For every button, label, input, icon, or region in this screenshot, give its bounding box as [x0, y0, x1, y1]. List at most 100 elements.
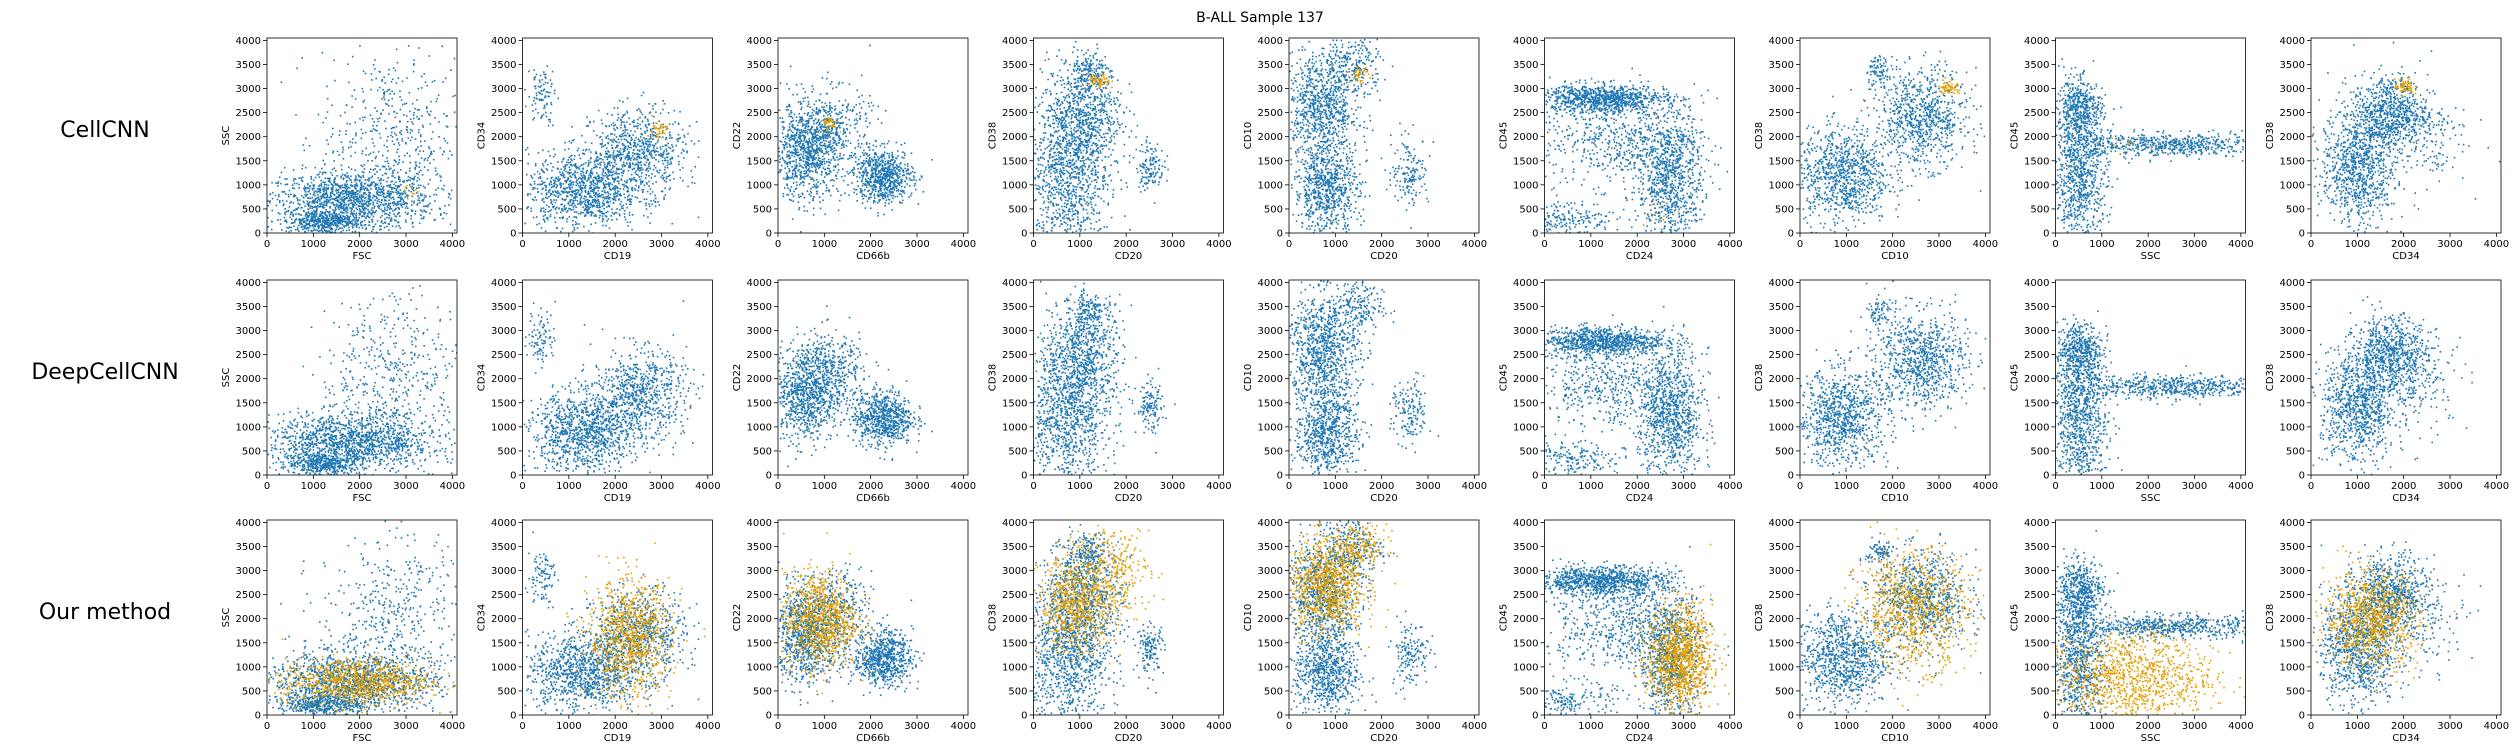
population-point: [557, 190, 559, 192]
population-point: [568, 203, 570, 205]
population-point: [613, 159, 615, 161]
population-point: [672, 172, 674, 174]
population-point: [386, 226, 388, 228]
population-point: [398, 225, 400, 227]
population-point: [622, 143, 624, 145]
population-point: [345, 207, 347, 209]
population-point: [796, 133, 798, 135]
population-point: [362, 150, 364, 152]
population-point: [424, 159, 426, 161]
population-point: [615, 185, 617, 187]
population-point: [551, 209, 553, 211]
population-point: [787, 136, 789, 138]
population-point: [615, 141, 617, 143]
population-point: [857, 185, 859, 187]
population-point: [386, 213, 388, 215]
population-point: [636, 170, 638, 172]
population-point: [391, 217, 393, 219]
population-point: [443, 151, 445, 153]
population-point: [586, 149, 588, 151]
population-point: [384, 218, 386, 220]
population-point: [395, 226, 397, 228]
population-point: [330, 136, 332, 138]
population-point: [535, 88, 537, 90]
population-point: [799, 116, 801, 118]
population-point: [626, 182, 628, 184]
population-point: [783, 127, 785, 129]
population-point: [384, 120, 386, 122]
population-point: [303, 201, 305, 203]
population-point: [380, 209, 382, 211]
population-point: [320, 211, 322, 213]
population-point: [793, 196, 795, 198]
population-point: [660, 177, 662, 179]
population-point: [328, 230, 330, 232]
population-point: [392, 202, 394, 204]
population-point: [577, 183, 579, 185]
population-point: [556, 227, 558, 229]
population-point: [364, 164, 366, 166]
population-point: [817, 159, 819, 161]
population-point: [640, 162, 642, 164]
population-point: [782, 144, 784, 146]
population-point: [406, 194, 408, 196]
population-point: [401, 192, 403, 194]
population-point: [665, 167, 667, 169]
population-point: [812, 148, 814, 150]
population-point: [649, 146, 651, 148]
population-point: [284, 212, 286, 214]
population-point: [325, 209, 327, 211]
population-point: [299, 221, 301, 223]
population-point: [627, 148, 629, 150]
population-point: [399, 121, 401, 123]
population-point: [560, 212, 562, 214]
population-point: [642, 181, 644, 183]
population-point: [628, 187, 630, 189]
population-point: [364, 212, 366, 214]
population-point: [588, 178, 590, 180]
population-point: [796, 120, 798, 122]
population-point: [650, 136, 652, 138]
population-point: [561, 161, 563, 163]
population-point: [643, 137, 645, 139]
population-point: [635, 189, 637, 191]
population-point: [446, 115, 448, 117]
population-point: [570, 194, 572, 196]
population-point: [639, 156, 641, 158]
population-point: [641, 164, 643, 166]
population-point: [811, 115, 813, 117]
population-point: [397, 62, 399, 64]
population-point: [560, 231, 562, 233]
population-point: [335, 230, 337, 232]
population-point: [314, 195, 316, 197]
population-point: [330, 182, 332, 184]
population-point: [803, 206, 805, 208]
population-point: [584, 196, 586, 198]
population-point: [790, 191, 792, 193]
population-point: [365, 73, 367, 75]
population-point: [635, 153, 637, 155]
population-point: [790, 152, 792, 154]
population-point: [410, 132, 412, 134]
population-point: [278, 194, 280, 196]
population-point: [816, 163, 818, 165]
population-point: [345, 210, 347, 212]
population-point: [296, 197, 298, 199]
population-point: [877, 156, 879, 158]
population-point: [604, 175, 606, 177]
population-point: [670, 187, 672, 189]
population-point: [662, 146, 664, 148]
population-point: [572, 220, 574, 222]
population-point: [341, 141, 343, 143]
population-point: [798, 196, 800, 198]
population-point: [410, 129, 412, 131]
population-point: [440, 213, 442, 215]
population-point: [594, 164, 596, 166]
population-point: [348, 203, 350, 205]
population-point: [305, 138, 307, 140]
population-point: [624, 213, 626, 215]
population-point: [418, 129, 420, 131]
population-point: [541, 193, 543, 195]
population-point: [396, 139, 398, 141]
